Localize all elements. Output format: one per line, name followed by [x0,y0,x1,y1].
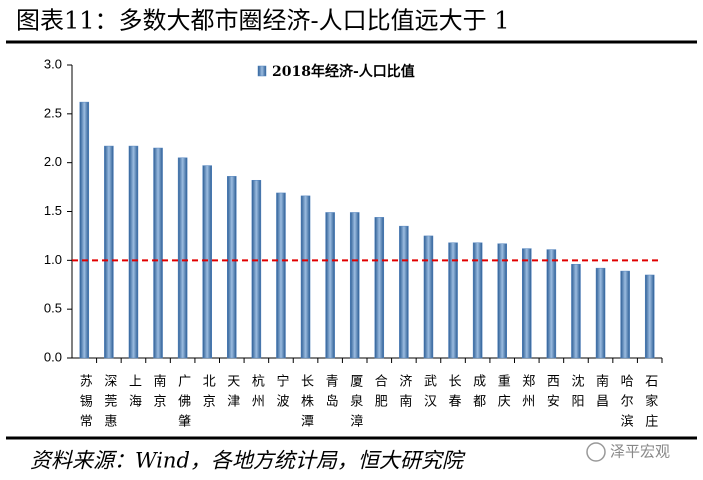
x-tick-label: 南京 [151,373,167,414]
x-tick-label: 哈尔滨 [618,374,634,434]
x-tick-label: 苏锡常 [77,373,93,434]
watermark-icon [586,442,606,462]
y-tick-label: 1.5 [44,203,62,218]
x-tick-label: 上海 [126,374,142,414]
x-tick-label: 石家庄 [642,374,658,434]
bar [423,235,434,359]
bar [497,243,507,359]
x-tick-label: 长春 [446,374,462,414]
bar [276,192,286,359]
bar [251,179,262,359]
y-tick-label: 1.0 [44,252,62,267]
bar [399,225,409,359]
x-tick-label: 北京 [200,374,216,414]
bar [202,165,212,359]
y-tick-label: 2.0 [44,154,62,169]
x-tick-label: 天津 [224,374,240,414]
bar [79,101,90,359]
x-tick-label: 济南 [396,374,412,414]
legend-label: 2018年经济-人口比值 [272,63,415,80]
bar [472,242,483,359]
source: 资料来源：Wind，各地方统计局，恒大研究院 [30,449,466,473]
x-tick-label: 武汉 [421,374,437,414]
bar [595,267,606,359]
y-tick-label: 3.0 [44,56,62,71]
bar [104,145,114,359]
x-tick-label: 西安 [544,374,560,414]
x-tick-label: 合肥 [372,374,388,414]
y-tick-label: 0.5 [44,301,62,316]
bar [448,242,458,359]
bar [374,217,385,359]
bar [153,147,163,359]
bar [620,270,630,359]
legend-swatch [257,65,267,77]
x-tick-label: 重庆 [495,373,511,414]
bar [349,212,360,359]
watermark: 泽平宏观 [610,443,670,461]
bar [227,176,237,359]
x-tick-label: 南昌 [593,373,609,414]
x-tick-label: 广佛肇 [175,374,191,434]
bar [522,248,532,359]
x-tick-label: 成都 [470,374,486,414]
bar [177,157,188,359]
bar [644,274,655,359]
bar [546,249,557,359]
bar [325,212,335,359]
y-tick-label: 0.0 [44,349,62,364]
bar [300,195,311,359]
x-tick-label: 宁波 [273,373,289,414]
x-tick-label: 厦泉漳 [347,374,363,434]
x-tick-label: 长株潭 [298,374,314,434]
x-tick-label: 深莞惠 [101,374,117,434]
x-tick-label: 沈阳 [568,374,584,414]
chart-title: 图表11：多数大都市圈经济-人口比值远大于 1 [16,7,510,35]
y-tick-label: 2.5 [44,105,62,120]
x-tick-label: 杭州 [249,374,265,414]
bar [571,263,581,359]
bar [128,145,139,359]
x-tick-label: 郑州 [519,374,535,414]
x-tick-label: 青岛 [323,374,339,414]
